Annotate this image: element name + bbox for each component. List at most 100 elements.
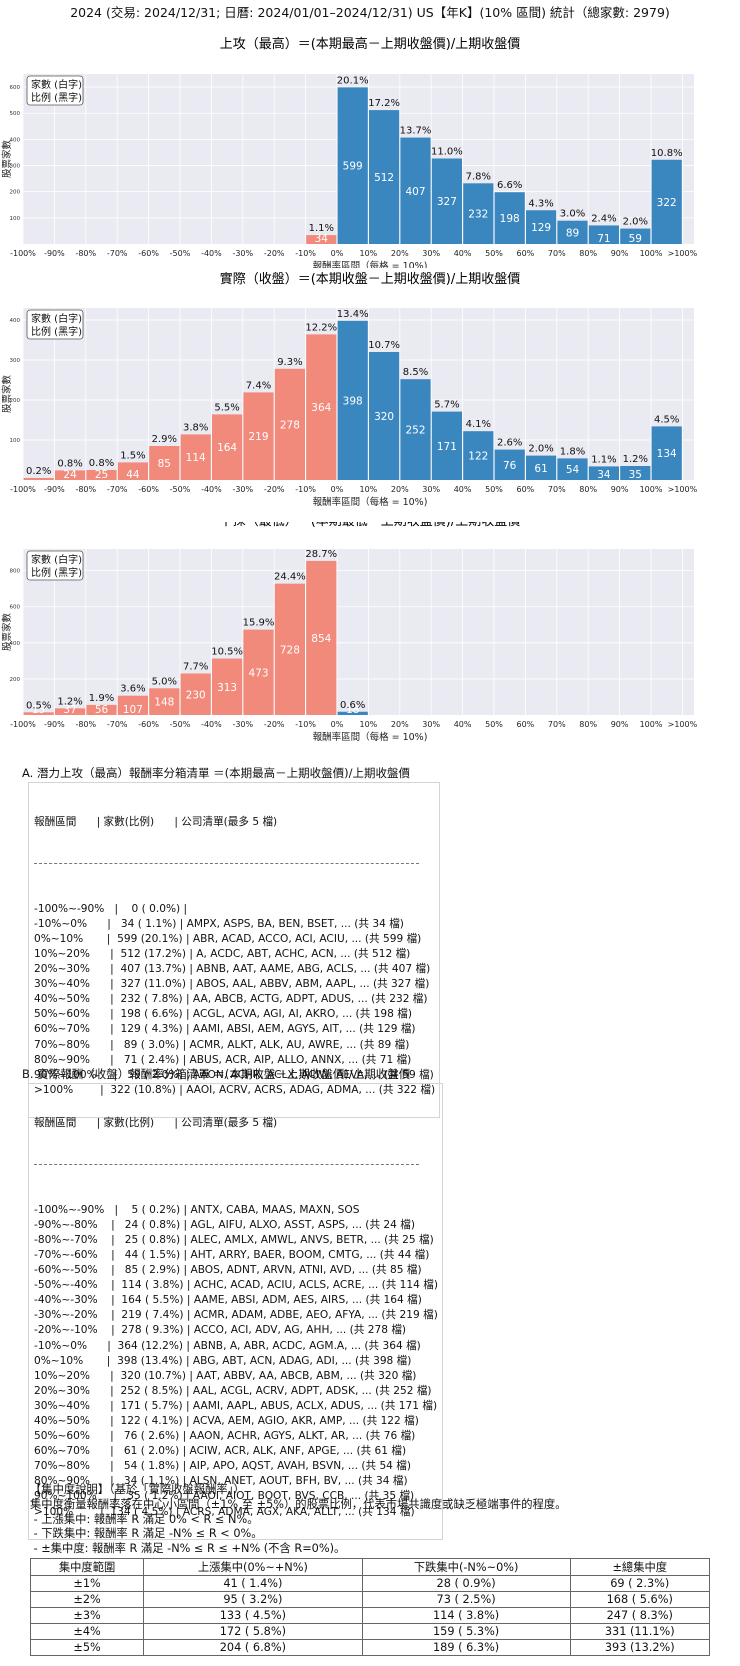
concentration-header-cell: 上漲集中(0%~+N%) (143, 1558, 363, 1576)
bar-count-label: 89 (566, 227, 579, 239)
concentration-cell: ±2% (29, 1591, 145, 1608)
bar-count-label: 54 (566, 464, 580, 476)
note-line: - 下跌集中: 報酬率 R 滿足 -N% ≤ R < 0%。 (30, 1527, 263, 1541)
bar-pct-label: 0.8% (89, 458, 114, 469)
bar-pct-label: 28.7% (305, 549, 337, 560)
concentration-cell: 69 ( 2.3%) (569, 1575, 711, 1592)
list-row: >100% | 322 (10.8%) | AAOI, ACRV, ACRS, … (34, 1083, 436, 1096)
list-row: -90%~-80% | 24 ( 0.8%) | AGL, AIFU, ALXO… (34, 1218, 415, 1231)
x-tick-label: -40% (201, 249, 222, 258)
bar-pct-label: 5.0% (152, 676, 177, 687)
bar (431, 158, 462, 244)
bar-pct-label: 24.4% (274, 572, 306, 583)
list-row: -70%~-60% | 44 ( 1.5%) | AHT, ARRY, BAER… (34, 1248, 430, 1261)
bar-count-label: 56 (95, 704, 109, 716)
x-tick-label: 0% (331, 485, 344, 494)
x-tick-label: 70% (548, 249, 566, 258)
x-tick-label: 30% (422, 485, 440, 494)
concentration-header-cell: 下跌集中(-N%~0%) (361, 1558, 571, 1576)
bar-count-label: 122 (468, 451, 488, 463)
bar-count-label: 35 (629, 469, 642, 481)
bar (526, 210, 557, 244)
x-tick-label: -60% (138, 720, 159, 729)
list-b-box: 報酬區間 | 家數(比例) | 公司清單(最多 5 檔) -100%~-90% … (28, 1083, 443, 1540)
x-tick-label: 100% (640, 249, 663, 258)
list-a-title: A. 潛力上攻（最高）報酬率分箱清單 ＝(本期最高－上期收盤價)/上期收盤價 (22, 766, 410, 780)
y-tick-label: 800 (10, 569, 21, 575)
concentration-row: ±5% 204 ( 6.8%) 189 ( 6.3%) 393 (13.2%) (29, 1639, 711, 1656)
bar (117, 462, 148, 480)
bar-count-label: 107 (123, 704, 143, 716)
list-row: >100% | 134 ( 4.5%) | ACRS, ADMA, AGX, A… (34, 1505, 415, 1518)
bar-count-label: 407 (405, 186, 425, 198)
bar (306, 235, 337, 244)
concentration-cell: 331 (11.1%) (569, 1623, 711, 1640)
bar-count-label: 512 (374, 172, 394, 184)
x-tick-label: 20% (391, 485, 409, 494)
y-tick-label: 200 (10, 190, 21, 196)
bar-pct-label: 0.8% (57, 458, 82, 469)
bar (274, 583, 305, 715)
legend-box (26, 550, 84, 581)
x-tick-label: 50% (485, 249, 503, 258)
x-tick-label: 60% (517, 249, 535, 258)
bar-count-label: 198 (500, 213, 520, 225)
x-tick-label: 50% (485, 485, 503, 494)
bar-count-label: 25 (95, 469, 108, 481)
bar-count-label: 148 (154, 697, 174, 709)
x-tick-label: >100% (668, 249, 698, 258)
bar-count-label: 134 (657, 448, 677, 460)
x-tick-label: 90% (611, 249, 629, 258)
bar (274, 368, 305, 480)
bar (243, 629, 274, 715)
plot-background (23, 549, 694, 715)
bar (337, 711, 368, 715)
bar-pct-label: 3.6% (120, 684, 145, 695)
page-title: 2024 (交易: 2024/12/31; 日曆: 2024/01/01–202… (70, 5, 670, 20)
x-tick-label: 0% (331, 249, 344, 258)
bar (149, 446, 180, 480)
bar (212, 658, 243, 715)
x-tick-label: 70% (548, 720, 566, 729)
legend-item: 家數 (白字) (31, 553, 82, 566)
bar (369, 352, 400, 480)
x-tick-label: >100% (668, 720, 698, 729)
bar-pct-label: 2.6% (497, 438, 522, 449)
list-row: 0%~10% | 398 (13.4%) | ABG, ABT, ACN, AD… (34, 1354, 412, 1367)
concentration-cell: 159 ( 5.3%) (361, 1623, 571, 1640)
bar (369, 110, 400, 244)
list-row: 20%~30% | 252 ( 8.5%) | AAL, ACGL, ACRV,… (34, 1384, 432, 1397)
x-tick-label: 80% (579, 485, 597, 494)
bar (557, 458, 588, 480)
bar (23, 712, 54, 715)
concentration-row: ±4% 172 ( 5.8%) 159 ( 5.3%) 331 (11.1%) (29, 1623, 711, 1640)
bar-pct-label: 4.1% (466, 419, 491, 430)
bar-pct-label: 15.9% (243, 618, 275, 629)
bar (651, 426, 682, 480)
x-tick-label: -80% (75, 720, 96, 729)
x-tick-label: -10% (295, 249, 316, 258)
bar (463, 431, 494, 480)
chart-close: 實際（收盤）＝(本期收盤－上期收盤價)/上期收盤價 100 200 300 400 -10… (1, 272, 698, 508)
bar-count-label: 313 (217, 682, 237, 694)
bar-pct-label: 8.5% (403, 367, 428, 378)
bar (55, 470, 86, 480)
x-tick-label: 20% (391, 249, 409, 258)
x-tick-label: -30% (232, 249, 253, 258)
concentration-cell: 172 ( 5.8%) (143, 1623, 363, 1640)
concentration-cell: ±5% (29, 1639, 145, 1656)
note-line: 集中度衡量報酬率落在中心小區間（±1% 至 ±5%）的股票比例，代表市場共識度或… (30, 1497, 567, 1511)
bar-pct-label: 10.7% (368, 340, 400, 351)
bar-pct-label: 13.7% (400, 126, 432, 137)
bar-pct-label: 2.0% (623, 217, 648, 228)
x-tick-label: -10% (295, 485, 316, 494)
bar-count-label: 37 (63, 704, 76, 716)
bar-count-label: 129 (531, 222, 551, 234)
x-tick-label: -30% (232, 485, 253, 494)
y-tick-label: 200 (10, 398, 21, 404)
list-row: 60%~70% | 61 ( 2.0%) | ACIW, ACR, ALK, A… (34, 1445, 407, 1458)
bar-pct-label: 4.3% (528, 198, 553, 209)
x-tick-label: -20% (264, 485, 285, 494)
concentration-cell: 189 ( 6.3%) (361, 1639, 571, 1656)
concentration-row: ±3% 133 ( 4.5%) 114 ( 3.8%) 247 ( 8.3%) (29, 1607, 711, 1624)
